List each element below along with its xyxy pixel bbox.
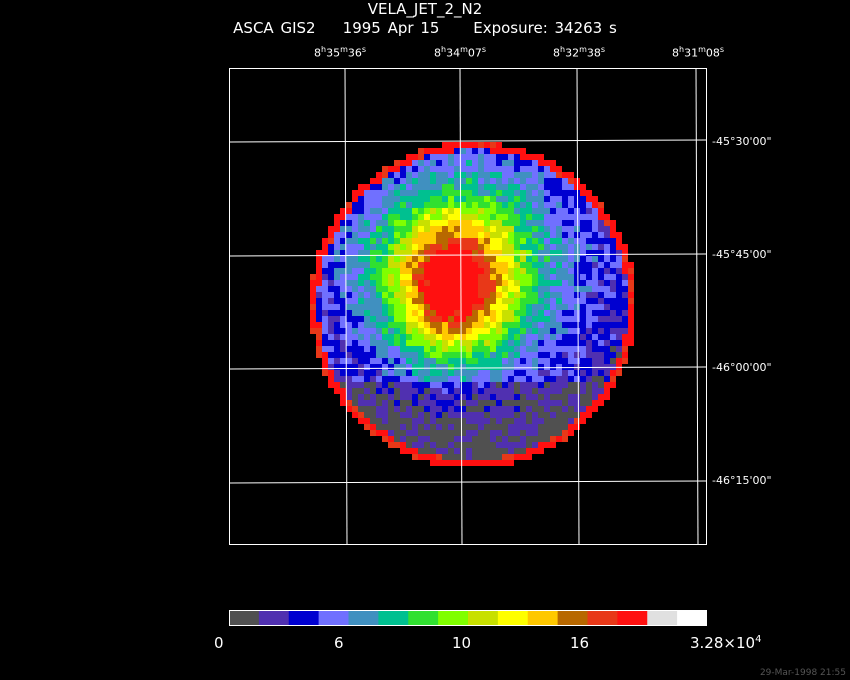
colorbar-swatch — [557, 610, 588, 626]
dec-label: -45°45'00" — [712, 248, 772, 261]
dec-grid-line — [229, 480, 707, 484]
dec-label: -45°30'00" — [712, 135, 772, 148]
plot-frame — [229, 68, 707, 545]
xray-image — [229, 68, 707, 545]
cbar-label-10: 10 — [452, 634, 472, 652]
colorbar-frame — [229, 610, 707, 626]
colorbar-swatch — [527, 610, 559, 626]
image-pixels — [310, 142, 634, 466]
colorbar-swatch — [497, 610, 529, 626]
colorbar-swatch — [468, 610, 499, 626]
instrument: ASCA GIS2 — [233, 19, 316, 37]
title: VELA_JET_2_N2 — [367, 0, 483, 18]
ra-label: 8h35m36s — [314, 45, 367, 60]
dec-grid-line — [229, 366, 707, 370]
dec-label: -46°00'00" — [712, 361, 772, 374]
ra-grid-line — [695, 68, 699, 545]
ra-grid-line — [344, 68, 348, 545]
colorbar-swatch — [378, 610, 409, 626]
cbar-label-0: 0 — [214, 634, 224, 652]
ra-grid-line — [576, 68, 580, 545]
dec-label: -46°15'00" — [712, 474, 772, 487]
colorbar-swatch — [348, 610, 379, 626]
obs-date: 1995 Apr 15 — [342, 19, 440, 37]
dec-grid-line — [229, 253, 707, 257]
ra-grid-line — [459, 68, 463, 545]
colorbar-swatch — [647, 610, 678, 626]
ra-label: 8h32m38s — [553, 45, 606, 60]
timestamp: 29-Mar-1998 21:55 — [759, 668, 846, 678]
ra-label: 8h31m08s — [672, 45, 725, 60]
exposure: Exposure: 34263 s — [473, 19, 617, 37]
colorbar-swatch — [677, 610, 707, 626]
colorbar-swatch — [229, 610, 260, 626]
colorbar-swatch — [617, 610, 648, 626]
colorbar-swatch — [408, 610, 439, 626]
ra-label: 8h34m07s — [434, 45, 487, 60]
cbar-label-max: 3.28×104 — [690, 634, 762, 652]
colorbar — [229, 610, 707, 626]
dec-grid-line — [229, 139, 707, 143]
colorbar-swatch — [258, 610, 290, 626]
colorbar-swatch — [288, 610, 320, 626]
cbar-label-6: 6 — [334, 634, 344, 652]
cbar-label-16: 16 — [570, 634, 590, 652]
colorbar-swatch — [587, 610, 618, 626]
colorbar-swatch — [438, 610, 469, 626]
subtitle: ASCA GIS2 1995 Apr 15 Exposure: 34263 s — [0, 19, 850, 37]
colorbar-swatch — [318, 610, 349, 626]
